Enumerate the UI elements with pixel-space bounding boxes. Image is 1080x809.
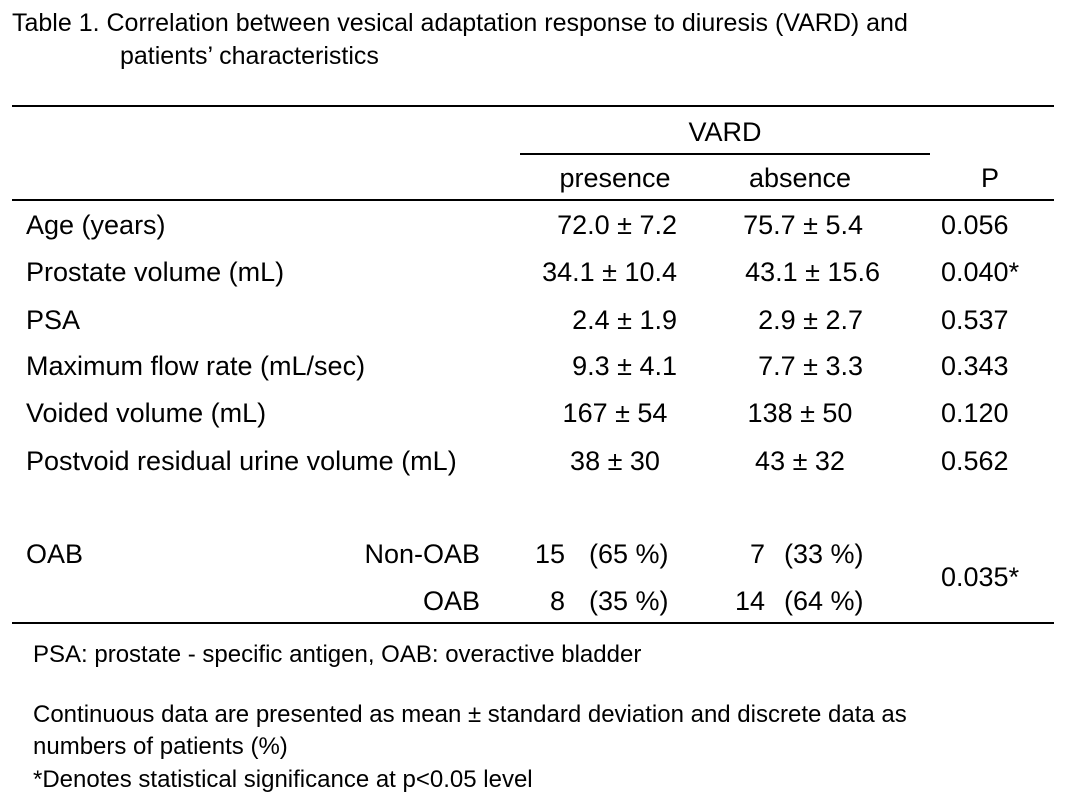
row-absence: 43.1 ± 15.6	[745, 257, 880, 287]
row-p: 0.120	[941, 398, 1009, 428]
oab-absence-pct: (33 %)	[784, 539, 864, 569]
footnote-data-line1: Continuous data are presented as mean ± …	[33, 701, 907, 728]
footnote-significance: *Denotes statistical significance at p<0…	[33, 766, 533, 793]
group-rule	[520, 153, 930, 155]
oab-absence-pct: (64 %)	[784, 586, 864, 616]
footnote-abbreviations: PSA: prostate - specific antigen, OAB: o…	[33, 641, 642, 668]
header-vard: VARD	[688, 117, 762, 147]
bottom-rule	[12, 622, 1054, 624]
oab-absence-n: 7	[749, 539, 765, 569]
oab-presence-pct: (35 %)	[589, 586, 669, 616]
row-absence: 7.7 ± 3.3	[758, 351, 863, 381]
row-absence: 2.9 ± 2.7	[758, 305, 863, 335]
row-p: 0.343	[941, 351, 1009, 381]
header-p: P	[980, 163, 999, 193]
row-absence: 75.7 ± 5.4	[743, 210, 863, 240]
row-presence: 2.4 ± 1.9	[572, 305, 677, 335]
row-absence: 138 ± 50	[747, 398, 853, 428]
row-label: Voided volume (mL)	[26, 398, 267, 428]
row-p: 0.056	[941, 210, 1009, 240]
row-presence: 38 ± 30	[570, 446, 660, 476]
oab-sub-label: Non-OAB	[364, 539, 480, 569]
row-label: Age (years)	[26, 210, 166, 240]
row-label: Prostate volume (mL)	[26, 257, 285, 287]
oab-presence-pct: (65 %)	[589, 539, 669, 569]
oab-presence-n: 15	[534, 539, 565, 569]
row-p: 0.040*	[941, 257, 1020, 287]
oab-absence-n: 14	[734, 586, 765, 616]
header-absence: absence	[748, 163, 852, 193]
row-label: Maximum flow rate (mL/sec)	[26, 351, 366, 381]
oab-label: OAB	[26, 539, 84, 569]
header-presence: presence	[559, 163, 671, 193]
footnote-data-line2: numbers of patients (%)	[33, 733, 288, 760]
row-presence: 72.0 ± 7.2	[557, 210, 677, 240]
row-presence: 167 ± 54	[562, 398, 668, 428]
table-caption-line1: Table 1. Correlation between vesical ada…	[12, 9, 908, 37]
top-rule	[12, 105, 1054, 107]
oab-presence-n: 8	[549, 586, 565, 616]
header-rule	[12, 199, 1054, 201]
row-label: Postvoid residual urine volume (mL)	[26, 446, 457, 476]
row-presence: 9.3 ± 4.1	[572, 351, 677, 381]
row-p: 0.562	[941, 446, 1009, 476]
row-p: 0.537	[941, 305, 1009, 335]
row-absence: 43 ± 32	[755, 446, 845, 476]
table-caption-line2: patients’ characteristics	[120, 42, 379, 70]
row-label: PSA	[26, 305, 81, 335]
oab-sub-label: OAB	[422, 586, 480, 616]
row-presence: 34.1 ± 10.4	[542, 257, 677, 287]
oab-p: 0.035*	[941, 562, 1020, 592]
